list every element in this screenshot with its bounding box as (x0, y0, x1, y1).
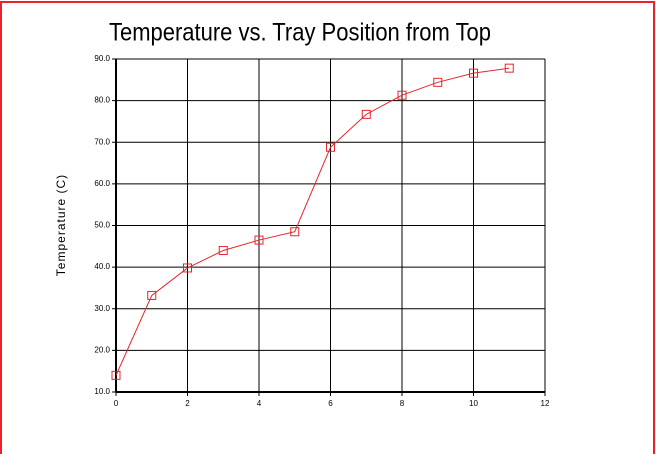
point-marker (326, 142, 335, 152)
x-tick-label: 12 (541, 399, 550, 408)
point-marker (433, 77, 443, 87)
x-tick-label: 2 (185, 399, 190, 408)
y-tick-label: 30.0 (94, 304, 110, 313)
y-tick-label: 80.0 (94, 96, 110, 105)
point-marker (111, 370, 121, 380)
series-line (115, 67, 510, 376)
point-marker (254, 235, 264, 245)
point-marker (218, 245, 228, 255)
point-marker (183, 263, 192, 273)
point-marker (469, 68, 478, 78)
y-axis-label: Temperature (C) (54, 174, 68, 276)
point-marker (290, 227, 300, 237)
y-tick-label: 50.0 (94, 221, 110, 230)
x-tick-label: 10 (469, 399, 478, 408)
y-tick-label: 90.0 (94, 54, 110, 63)
x-tick-label: 4 (257, 399, 262, 408)
chart-title: Temperature vs. Tray Position from Top (109, 18, 491, 46)
y-tick-label: 40.0 (94, 262, 110, 271)
y-tick-label: 20.0 (94, 345, 110, 354)
point-marker (361, 109, 371, 119)
point-marker (504, 63, 514, 73)
y-tick-label: 10.0 (94, 387, 110, 396)
y-tick-label: 60.0 (94, 179, 110, 188)
x-tick-label: 6 (328, 399, 333, 408)
x-tick-label: 0 (114, 399, 119, 408)
y-tick-label: 70.0 (94, 137, 110, 146)
point-marker (397, 90, 407, 100)
point-marker (147, 290, 157, 300)
x-tick-label: 8 (400, 399, 405, 408)
